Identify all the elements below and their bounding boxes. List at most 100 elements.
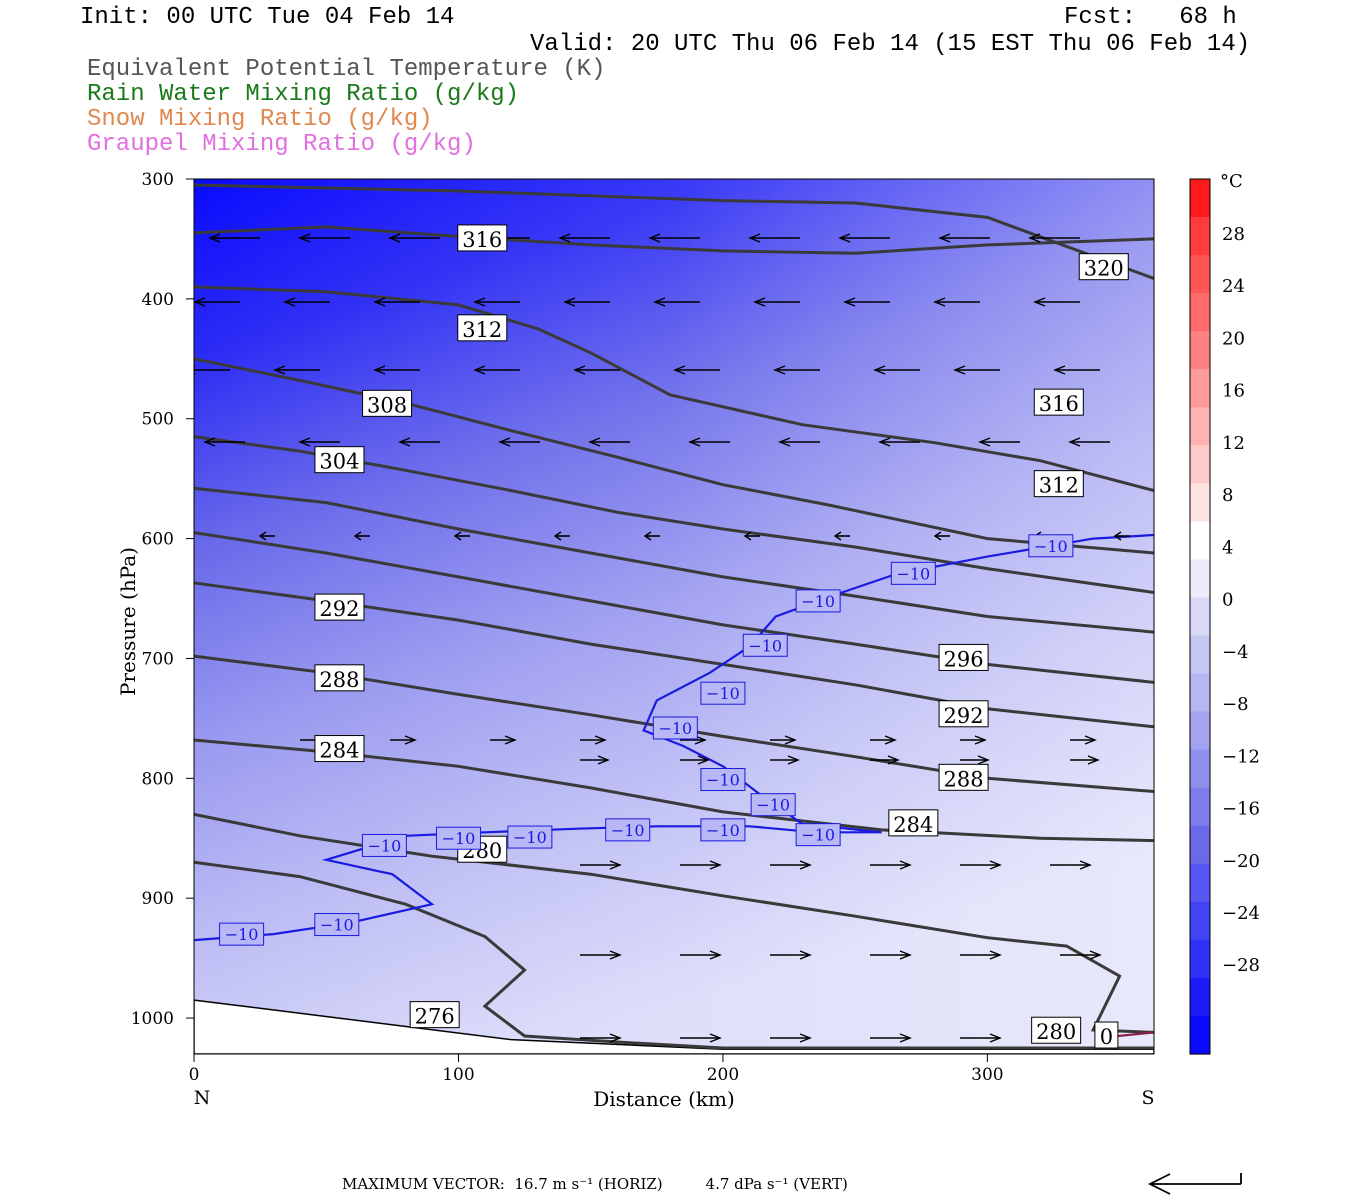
theta-e-contour-300 — [194, 486, 1154, 634]
wind-arrow-2-3-head — [473, 365, 486, 375]
temp-label-box-4 — [507, 825, 553, 849]
wind-arrow-2-5-head — [673, 365, 686, 375]
wind-arrow-9-3-head — [899, 1033, 912, 1043]
theta-label-15: 276 — [415, 1005, 455, 1029]
wind-arrow-2-8-head — [953, 365, 966, 375]
wind-arrow-7-4-head — [989, 860, 1002, 870]
wind-arrow-8-3-head — [899, 950, 912, 960]
theta-label-box-2 — [457, 314, 508, 342]
reference-arrow-icon — [1147, 1173, 1242, 1195]
wind-arrow-1-4-head — [563, 297, 576, 307]
colorbar-label-7: 0 — [1222, 590, 1233, 611]
temp-label-box-10 — [652, 716, 698, 740]
wind-arrow-1-9-head — [1033, 297, 1046, 307]
temp-label-box-12 — [742, 633, 788, 657]
y-tick-label-400: 400 — [142, 290, 174, 310]
colorbar-label-5: 8 — [1222, 485, 1233, 506]
theta-label-box-7 — [314, 593, 365, 621]
colorbar-band-5 — [1190, 369, 1210, 408]
wind-arrow-5-8-head — [1084, 735, 1097, 745]
theta-label-box-6 — [1033, 470, 1084, 498]
wind-arrow-0-7-head — [838, 233, 851, 243]
y-tick-label-900: 900 — [142, 889, 174, 909]
theta-label-2: 312 — [462, 318, 502, 342]
colorbar-band-19 — [1190, 901, 1210, 941]
temp-label-12: −10 — [748, 636, 782, 655]
temp-label-box-1 — [314, 913, 360, 937]
wind-arrow-5-5-head — [784, 735, 797, 745]
theta-label-11: 284 — [319, 739, 359, 763]
colorbar-band-12 — [1190, 635, 1210, 675]
colorbar-label-11: −16 — [1222, 799, 1260, 820]
wind-arrow-9-2-head — [799, 1033, 812, 1043]
theta-label-8: 296 — [944, 647, 984, 671]
colorbar-label-2: 20 — [1222, 328, 1245, 349]
wind-arrow-2-9-head — [1053, 365, 1066, 375]
theta-label-10: 292 — [944, 704, 984, 728]
theta-label-13: 284 — [893, 813, 933, 837]
wind-arrow-0-6-head — [748, 233, 761, 243]
y-tick-label-700: 700 — [142, 649, 174, 669]
colorbar-band-7 — [1190, 445, 1210, 484]
wind-arrow-5-4-head — [694, 735, 707, 745]
wind-arrow-7-0-head — [609, 860, 622, 870]
theta-label-box-16 — [1031, 1016, 1082, 1044]
wind-arrow-1-7-head — [843, 297, 856, 307]
theta-label-box-13 — [888, 809, 939, 837]
temp-label-box-14 — [890, 561, 936, 585]
temp-label-box-9 — [700, 768, 746, 792]
temp-label-box-2 — [361, 833, 407, 857]
temp-label-9: −10 — [706, 771, 740, 790]
wind-arrow-2-7-head — [873, 365, 886, 375]
theta-label-0: 316 — [462, 228, 502, 252]
theta-label-box-12 — [938, 763, 989, 791]
x-end-label-south: S — [1141, 1087, 1154, 1109]
wind-arrow-3-8-head — [978, 437, 991, 447]
wind-arrow-3-3-head — [498, 437, 511, 447]
wind-arrow-4-7-head — [933, 531, 942, 541]
x-tick-label-100: 100 — [442, 1065, 474, 1085]
wind-arrow-8-4-head — [989, 950, 1002, 960]
colorbar-label-6: 4 — [1222, 537, 1233, 558]
colorbar-label-10: −12 — [1222, 746, 1260, 767]
temp-label-6: −10 — [706, 821, 740, 840]
theta-label-16: 280 — [1036, 1020, 1076, 1044]
temp-label-15: −10 — [1034, 537, 1068, 556]
x-tick-label-300: 300 — [971, 1065, 1003, 1085]
temp-label-box-13 — [795, 589, 841, 613]
theta-label-1: 320 — [1084, 257, 1124, 281]
wind-arrow-3-9-head — [1068, 437, 1081, 447]
theta-e-contour-316 — [194, 225, 1154, 255]
colorbar-band-0 — [1190, 179, 1210, 218]
temp-label-box-6 — [700, 818, 746, 842]
temp-label-1: −10 — [320, 916, 354, 935]
theta-label-box-5 — [314, 446, 365, 474]
colorbar-band-22 — [1190, 1015, 1210, 1055]
theta-e-contour-320 — [194, 183, 1154, 280]
colorbar-label-14: −28 — [1222, 955, 1260, 976]
colorbar-band-4 — [1190, 331, 1210, 370]
colorbar-band-2 — [1190, 255, 1210, 294]
wind-arrow-3-2-head — [398, 437, 411, 447]
wind-arrow-4-0-head — [258, 531, 267, 541]
wind-arrow-1-5-head — [653, 297, 666, 307]
y-tick-label-300: 300 — [142, 170, 174, 190]
temp-label-13: −10 — [801, 592, 835, 611]
colorbar-band-8 — [1190, 483, 1210, 522]
wind-arrow-1-8-head — [933, 297, 946, 307]
colorbar-band-6 — [1190, 407, 1210, 446]
colorbar-label-13: −24 — [1222, 903, 1260, 924]
colorbar-band-1 — [1190, 217, 1210, 256]
wind-arrow-4-1-head — [353, 531, 362, 541]
wind-arrow-1-2-head — [373, 297, 386, 307]
temp-label-2: −10 — [368, 836, 402, 855]
temp-label-11: −10 — [706, 684, 740, 703]
wind-arrow-0-1-head — [298, 233, 311, 243]
wind-arrow-3-5-head — [688, 437, 701, 447]
theta-label-box-10 — [938, 700, 989, 728]
wind-arrow-0-0-head — [208, 233, 221, 243]
wind-arrow-1-6-head — [753, 297, 766, 307]
temp-label-box-8 — [750, 793, 796, 817]
wind-arrow-2-2-head — [373, 365, 386, 375]
